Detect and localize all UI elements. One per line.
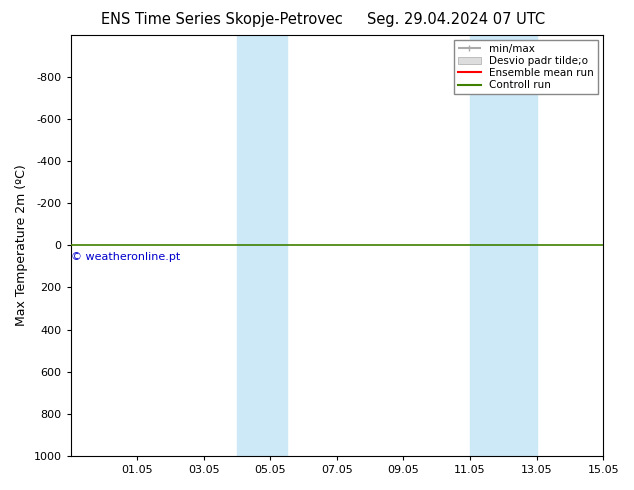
Text: ENS Time Series Skopje-Petrovec: ENS Time Series Skopje-Petrovec <box>101 12 343 27</box>
Legend: min/max, Desvio padr tilde;o, Ensemble mean run, Controll run: min/max, Desvio padr tilde;o, Ensemble m… <box>454 40 598 95</box>
Text: © weatheronline.pt: © weatheronline.pt <box>71 251 181 262</box>
Text: Seg. 29.04.2024 07 UTC: Seg. 29.04.2024 07 UTC <box>368 12 545 27</box>
Bar <box>470 35 536 456</box>
Y-axis label: Max Temperature 2m (ºC): Max Temperature 2m (ºC) <box>15 165 28 326</box>
Bar <box>237 35 287 456</box>
